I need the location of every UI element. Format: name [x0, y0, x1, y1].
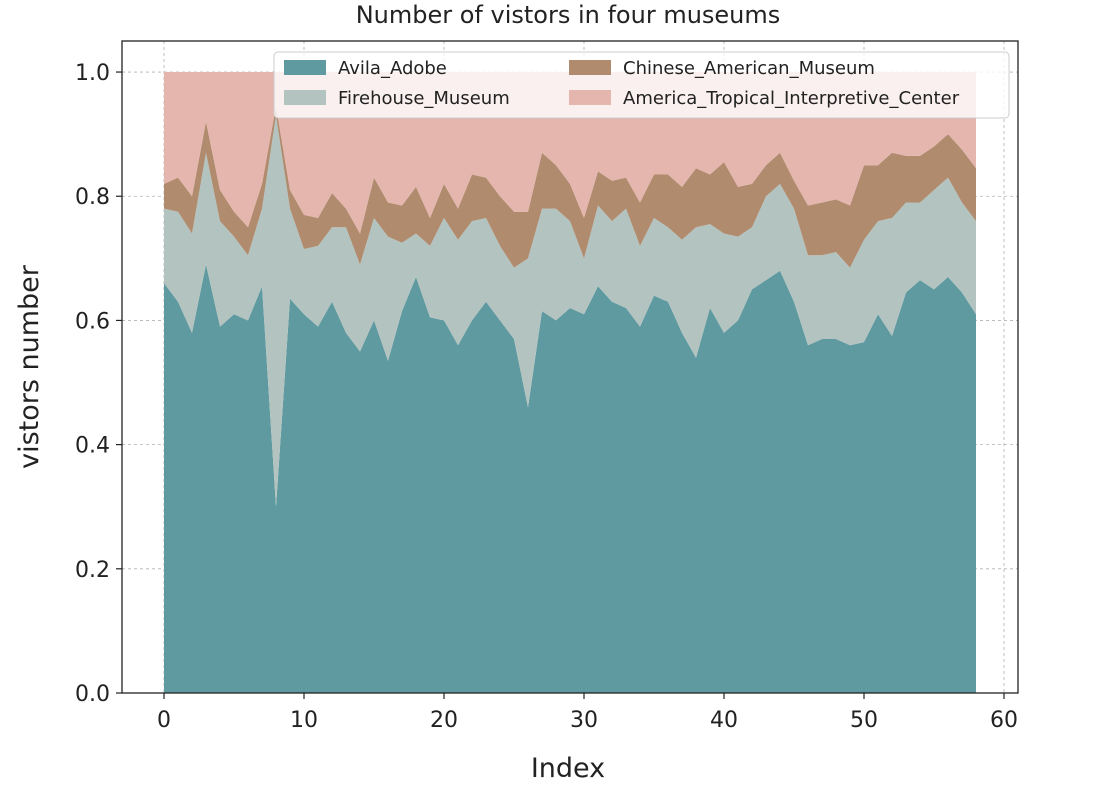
y-tick-label: 1.0 [75, 61, 110, 86]
legend-swatch [284, 90, 326, 105]
area-series-0 [164, 264, 976, 693]
y-tick-label: 0.8 [75, 185, 110, 210]
x-tick-label: 20 [430, 708, 458, 733]
legend-label: Firehouse_Museum [338, 88, 510, 109]
x-axis-ticks: 0 10 20 30 40 50 60 [157, 693, 1018, 733]
x-tick-label: 50 [850, 708, 878, 733]
plot-frame [121, 40, 1019, 694]
area-series-1 [164, 115, 976, 507]
chart-title: Number of vistors in four museums [356, 1, 781, 29]
legend-label: Chinese_American_Museum [623, 58, 875, 79]
y-axis-ticks: 0.0 0.2 0.4 0.6 0.8 1.0 [75, 61, 122, 707]
legend-swatch [569, 90, 611, 105]
y-tick-label: 0.4 [75, 434, 110, 459]
x-axis-label: Index [531, 753, 605, 784]
area-series-2 [164, 106, 976, 268]
x-tick-label: 40 [710, 708, 738, 733]
y-tick-label: 0.0 [75, 682, 110, 707]
series-areas [164, 72, 976, 693]
legend-swatch [284, 60, 326, 75]
y-axis-label: vistors number [14, 264, 45, 469]
x-tick-label: 0 [157, 708, 171, 733]
legend: Avila_Adobe Chinese_American_Museum Fireho… [273, 51, 1010, 119]
legend-box [273, 51, 1010, 119]
x-tick-label: 60 [990, 708, 1018, 733]
y-tick-label: 0.2 [75, 558, 110, 583]
legend-label: Avila_Adobe [338, 58, 447, 79]
legend-label: America_Tropical_Interpretive_Center [623, 88, 960, 109]
x-tick-label: 10 [290, 708, 318, 733]
legend-swatch [569, 60, 611, 75]
y-tick-label: 0.6 [75, 309, 110, 334]
x-tick-label: 30 [570, 708, 598, 733]
